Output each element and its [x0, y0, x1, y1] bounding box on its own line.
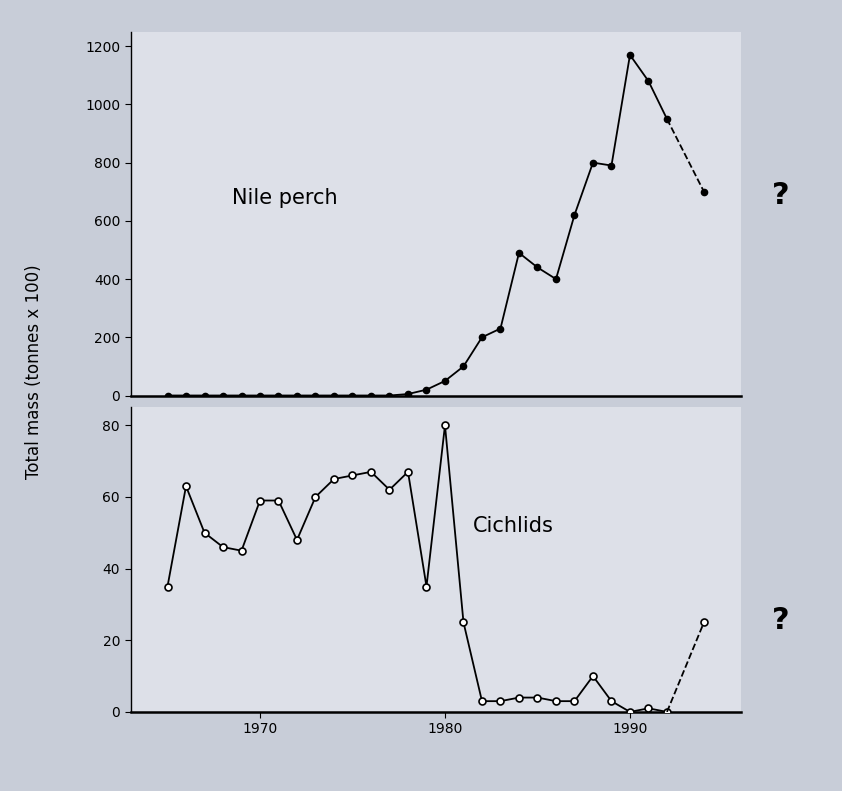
- Text: Total mass (tonnes x 100): Total mass (tonnes x 100): [24, 264, 43, 479]
- Text: ?: ?: [771, 606, 789, 635]
- Text: Nile perch: Nile perch: [232, 187, 338, 207]
- Text: ?: ?: [771, 181, 789, 210]
- Text: Cichlids: Cichlids: [472, 516, 553, 536]
